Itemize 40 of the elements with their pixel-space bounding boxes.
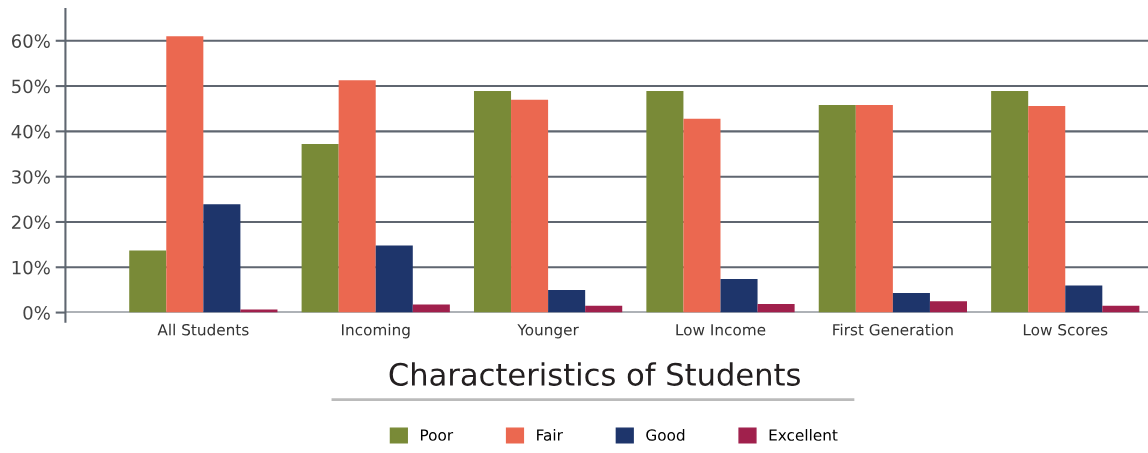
x-tick-label: Younger <box>517 324 579 339</box>
x-tick-label: All Students <box>157 323 249 336</box>
x-tick-label: Incoming <box>342 323 410 339</box>
y-tick-label: 60% <box>11 34 50 48</box>
y-tick-label: 30% <box>12 170 50 184</box>
bar <box>1028 106 1066 313</box>
bar <box>855 105 893 313</box>
y-tick-label: 0% <box>23 306 50 320</box>
x-tick-label: First Generation <box>833 323 953 336</box>
legend-label: Poor <box>420 429 454 441</box>
y-tick-label: 40% <box>11 124 50 139</box>
bar <box>1065 285 1103 313</box>
bar <box>683 118 721 313</box>
text: Characteristics of Students <box>389 362 800 386</box>
bar <box>129 250 167 313</box>
bar <box>757 303 795 313</box>
bar <box>240 309 278 313</box>
bar <box>548 289 586 313</box>
y-tick-label: 20% <box>12 215 50 230</box>
y-tick-label: 50% <box>12 79 50 94</box>
bar <box>892 293 930 313</box>
bar <box>203 204 241 313</box>
bar <box>720 279 758 313</box>
bar <box>412 304 450 313</box>
bar <box>511 99 549 313</box>
x-tick-label: Low Scores <box>1023 323 1108 336</box>
y-tick-label: 10% <box>12 260 50 275</box>
bar <box>473 91 512 313</box>
bar <box>338 80 376 313</box>
legend-label: Good <box>646 428 685 441</box>
bar <box>991 91 1029 313</box>
legend-label: Fair <box>537 428 563 441</box>
bar <box>375 245 413 313</box>
x-tick-label: Low Income <box>676 324 766 336</box>
bar <box>301 144 339 313</box>
bar <box>646 91 684 313</box>
bar <box>818 105 856 313</box>
legend-label: Excellent <box>769 428 838 441</box>
bar <box>166 36 204 313</box>
bar <box>929 301 967 313</box>
